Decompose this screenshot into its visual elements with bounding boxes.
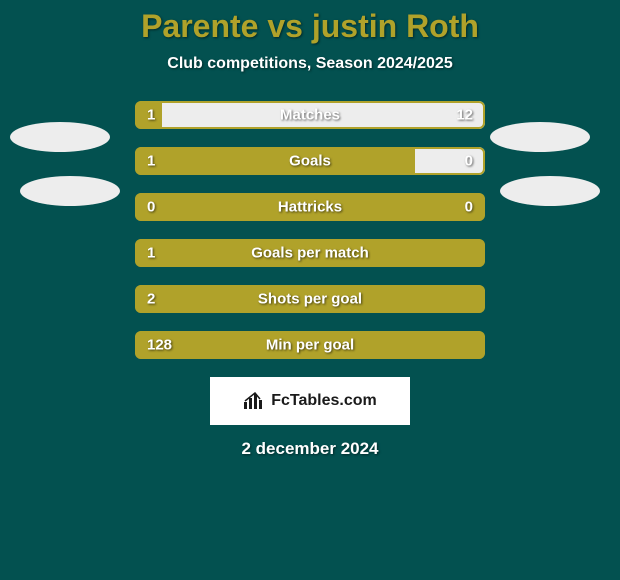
- stat-row: 0 0 Hattricks: [135, 193, 485, 221]
- right-bar-segment: [415, 147, 485, 175]
- right-value: 12: [456, 107, 473, 124]
- stat-label: Shots per goal: [258, 291, 362, 308]
- player-ellipse: [500, 176, 600, 206]
- stat-row: 1 12 Matches: [135, 101, 485, 129]
- stat-label: Goals per match: [251, 245, 369, 262]
- stat-label: Matches: [280, 107, 340, 124]
- player-ellipse: [490, 122, 590, 152]
- stat-label: Goals: [289, 153, 331, 170]
- fctables-badge: FcTables.com: [210, 377, 410, 425]
- stat-row: 1 0 Goals: [135, 147, 485, 175]
- left-value: 1: [147, 245, 155, 262]
- left-bar-segment: [135, 147, 415, 175]
- right-value: 0: [465, 199, 473, 216]
- stat-row: 1 Goals per match: [135, 239, 485, 267]
- page-title: Parente vs justin Roth: [0, 0, 620, 45]
- date-text: 2 december 2024: [0, 439, 620, 459]
- left-value: 0: [147, 199, 155, 216]
- subtitle: Club competitions, Season 2024/2025: [0, 55, 620, 73]
- stat-label: Hattricks: [278, 199, 342, 216]
- left-value: 2: [147, 291, 155, 308]
- stat-row: 128 Min per goal: [135, 331, 485, 359]
- stat-label: Min per goal: [266, 337, 354, 354]
- bars-icon: [243, 392, 265, 410]
- left-value: 128: [147, 337, 172, 354]
- stat-row: 2 Shots per goal: [135, 285, 485, 313]
- comparison-card: Parente vs justin Roth Club competitions…: [0, 0, 620, 580]
- right-value: 0: [465, 153, 473, 170]
- badge-text: FcTables.com: [271, 392, 377, 410]
- left-value: 1: [147, 107, 155, 124]
- left-value: 1: [147, 153, 155, 170]
- player-ellipse: [10, 122, 110, 152]
- player-ellipse: [20, 176, 120, 206]
